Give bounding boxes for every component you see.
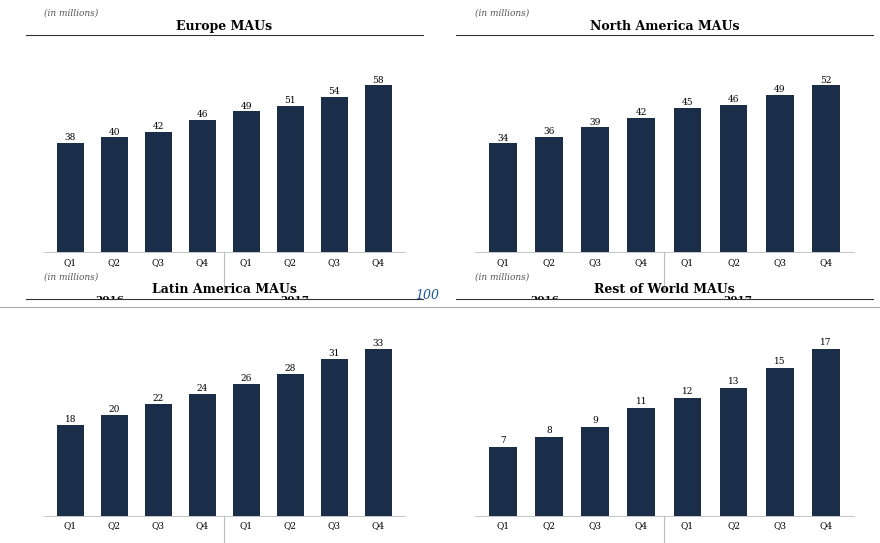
Text: 13: 13 <box>728 377 739 386</box>
Bar <box>321 97 348 252</box>
Bar <box>145 405 172 516</box>
Text: 18: 18 <box>64 415 77 424</box>
Text: 28: 28 <box>285 364 296 373</box>
Text: 42: 42 <box>635 108 647 117</box>
Text: 7: 7 <box>500 436 506 445</box>
Bar <box>582 127 609 252</box>
Bar <box>321 359 348 516</box>
Bar <box>365 349 392 516</box>
Bar <box>145 131 172 252</box>
Text: 15: 15 <box>774 357 786 367</box>
Bar <box>582 427 609 516</box>
Text: 49: 49 <box>774 85 786 94</box>
Bar <box>812 349 840 516</box>
Text: 52: 52 <box>820 76 832 85</box>
Text: 36: 36 <box>543 127 554 136</box>
Bar <box>57 143 84 252</box>
Text: 24: 24 <box>197 384 208 393</box>
Text: 11: 11 <box>635 397 647 406</box>
Text: 46: 46 <box>196 110 209 119</box>
Text: 54: 54 <box>328 87 341 96</box>
Bar <box>277 105 304 252</box>
Text: 8: 8 <box>546 426 552 435</box>
Bar <box>812 85 840 252</box>
Bar <box>101 415 128 516</box>
Text: (in millions): (in millions) <box>44 9 99 18</box>
Title: Rest of World MAUs: Rest of World MAUs <box>594 283 735 296</box>
Text: 58: 58 <box>372 76 385 85</box>
Bar <box>189 120 216 252</box>
Bar <box>766 369 794 516</box>
Bar <box>673 108 701 252</box>
Bar <box>720 388 747 516</box>
Bar <box>627 117 656 252</box>
Bar <box>57 425 84 516</box>
Bar <box>535 137 563 252</box>
Text: 100: 100 <box>414 289 439 302</box>
Bar <box>189 394 216 516</box>
Text: 38: 38 <box>65 134 76 142</box>
Title: Europe MAUs: Europe MAUs <box>176 20 273 33</box>
Text: 34: 34 <box>497 134 509 143</box>
Text: 33: 33 <box>373 339 384 348</box>
Text: 20: 20 <box>109 405 120 414</box>
Text: 12: 12 <box>682 387 693 396</box>
Bar <box>489 447 517 516</box>
Title: North America MAUs: North America MAUs <box>590 20 739 33</box>
Bar <box>365 85 392 252</box>
Text: 26: 26 <box>241 374 252 383</box>
Text: 46: 46 <box>728 95 739 104</box>
Text: 2017: 2017 <box>281 296 309 305</box>
Text: 49: 49 <box>240 102 253 111</box>
Bar <box>766 95 794 252</box>
Text: 45: 45 <box>682 98 693 108</box>
Bar <box>673 398 701 516</box>
Text: (in millions): (in millions) <box>44 272 99 281</box>
Bar <box>627 408 656 516</box>
Text: 9: 9 <box>592 416 598 425</box>
Text: 2016: 2016 <box>530 296 559 305</box>
Text: 22: 22 <box>153 394 164 403</box>
Bar <box>489 143 517 252</box>
Text: (in millions): (in millions) <box>475 9 530 18</box>
Text: 2016: 2016 <box>96 296 124 305</box>
Bar <box>233 111 260 252</box>
Bar <box>101 137 128 252</box>
Text: 31: 31 <box>329 349 340 358</box>
Bar <box>535 437 563 516</box>
Title: Latin America MAUs: Latin America MAUs <box>152 283 297 296</box>
Bar <box>233 384 260 516</box>
Text: 2017: 2017 <box>723 296 752 305</box>
Bar <box>720 105 747 252</box>
Bar <box>277 374 304 516</box>
Text: 51: 51 <box>284 96 297 105</box>
Text: 17: 17 <box>820 338 832 347</box>
Text: 39: 39 <box>590 117 601 127</box>
Text: (in millions): (in millions) <box>475 272 530 281</box>
Text: 42: 42 <box>153 122 164 131</box>
Text: 40: 40 <box>108 128 121 137</box>
